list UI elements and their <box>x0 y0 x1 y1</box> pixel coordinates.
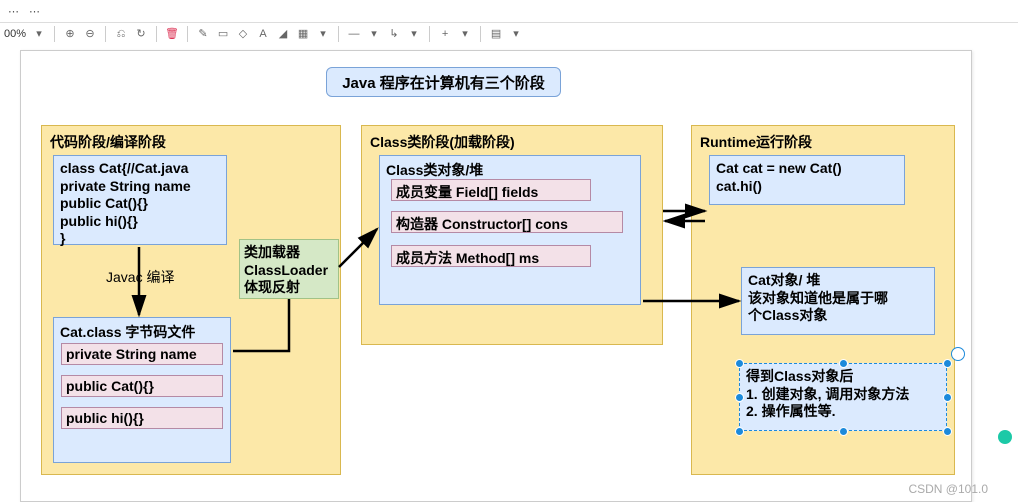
selection-handle[interactable] <box>839 359 848 368</box>
chevron-down-icon[interactable]: ▾ <box>32 27 46 41</box>
canvas[interactable]: Java 程序在计算机有三个阶段 代码阶段/编译阶段 class Cat{//C… <box>0 46 1018 500</box>
bytecode-row[interactable]: public Cat(){} <box>61 375 223 397</box>
zoom-out-icon[interactable]: ⊖ <box>83 27 97 41</box>
fill-icon[interactable]: ◢ <box>276 27 290 41</box>
title-text: Java 程序在计算机有三个阶段 <box>342 72 545 93</box>
rotate-handle[interactable] <box>951 347 965 361</box>
selection-handle[interactable] <box>735 359 744 368</box>
selection-handle[interactable] <box>943 427 952 436</box>
note-box[interactable]: 得到Class对象后 1. 创建对象, 调用对象方法 2. 操作属性等. <box>739 363 947 431</box>
undo-icon[interactable]: ⎌ <box>114 27 128 41</box>
connector-icon[interactable]: ↳ <box>387 27 401 41</box>
pencil-icon[interactable]: ✎ <box>196 27 210 41</box>
diamond-icon[interactable]: ◇ <box>236 27 250 41</box>
bytecode-row[interactable]: private String name <box>61 343 223 365</box>
bytecode-row[interactable]: public hi(){} <box>61 407 223 429</box>
chevron-down-icon[interactable]: ▾ <box>509 27 523 41</box>
heap-row[interactable]: 成员方法 Method[] ms <box>391 245 591 267</box>
runtime-code-box[interactable]: Cat cat = new Cat() cat.hi() <box>709 155 905 205</box>
menu-item[interactable]: ⋯ <box>25 5 44 18</box>
chevron-down-icon[interactable]: ▾ <box>407 27 421 41</box>
heap-row[interactable]: 成员变量 Field[] fields <box>391 179 591 201</box>
diagram-title[interactable]: Java 程序在计算机有三个阶段 <box>326 67 561 97</box>
chevron-down-icon[interactable]: ▾ <box>367 27 381 41</box>
chevron-down-icon[interactable]: ▾ <box>316 27 330 41</box>
zoom-in-icon[interactable]: ⊕ <box>63 27 77 41</box>
cursor-icon <box>998 430 1012 444</box>
grid-icon[interactable]: ▦ <box>296 27 310 41</box>
panel-label: 代码阶段/编译阶段 <box>50 132 166 152</box>
heap-title: Class类对象/堆 <box>386 160 634 180</box>
bytecode-title: Cat.class 字节码文件 <box>60 322 224 342</box>
chevron-down-icon[interactable]: ▾ <box>458 27 472 41</box>
selection-handle[interactable] <box>839 427 848 436</box>
plus-icon[interactable]: + <box>438 27 452 41</box>
table-icon[interactable]: ▤ <box>489 27 503 41</box>
source-code-box[interactable]: class Cat{//Cat.java private String name… <box>53 155 227 245</box>
redo-icon[interactable]: ↻ <box>134 27 148 41</box>
menu-bar: ⋯ ⋯ <box>0 0 1018 23</box>
selection-handle[interactable] <box>943 393 952 402</box>
heap-row[interactable]: 构造器 Constructor[] cons <box>391 211 623 233</box>
rect-icon[interactable]: ▭ <box>216 27 230 41</box>
line-icon[interactable]: — <box>347 27 361 41</box>
compile-label: Javac 编译 <box>106 267 174 287</box>
trash-icon[interactable]: 🗑 <box>165 27 179 41</box>
selection-handle[interactable] <box>735 427 744 436</box>
text-icon[interactable]: A <box>256 27 270 41</box>
zoom-value[interactable]: 00% <box>4 28 26 40</box>
selection-handle[interactable] <box>943 359 952 368</box>
classloader-box[interactable]: 类加载器 ClassLoader 体现反射 <box>239 239 339 299</box>
page: Java 程序在计算机有三个阶段 代码阶段/编译阶段 class Cat{//C… <box>20 50 972 502</box>
panel-label: Runtime运行阶段 <box>700 132 812 152</box>
selection-handle[interactable] <box>735 393 744 402</box>
watermark: CSDN @101.0 <box>908 482 988 496</box>
menu-item[interactable]: ⋯ <box>4 5 23 18</box>
cat-object-box[interactable]: Cat对象/ 堆 该对象知道他是属于哪 个Class对象 <box>741 267 935 335</box>
toolbar: 00% ▾ ⊕ ⊖ ⎌ ↻ 🗑 ✎ ▭ ◇ A ◢ ▦ ▾ — ▾ ↳ ▾ + … <box>0 22 1018 47</box>
panel-label: Class类阶段(加载阶段) <box>370 132 515 152</box>
